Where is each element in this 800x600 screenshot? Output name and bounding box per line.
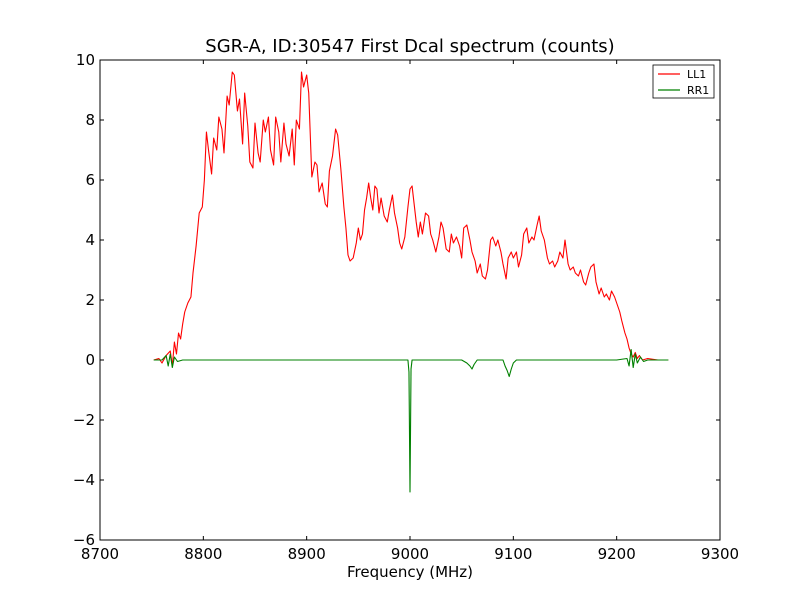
legend: LL1 RR1 — [652, 64, 715, 99]
data-lines — [153, 71, 669, 493]
y-tick-label: −4 — [73, 471, 95, 489]
x-axis-title: Frequency (MHz) — [347, 563, 473, 581]
x-tick-label: 9100 — [494, 545, 532, 563]
x-tick-label: 9200 — [598, 545, 636, 563]
chart-title: SGR-A, ID:30547 First Dcal spectrum (cou… — [205, 36, 614, 57]
x-tick-label: 8800 — [184, 545, 222, 563]
y-tick-label: 0 — [85, 351, 95, 369]
axis-ticks: 8700 8800 8900 9000 9100 9200 9300 −6 −4 −2 0 2 4 6 8 1… — [73, 51, 739, 563]
y-tick-label: 6 — [85, 171, 95, 189]
legend-box — [652, 64, 715, 99]
series-line-rr1 — [153, 348, 669, 493]
legend-ll1-label: LL1 — [687, 68, 706, 81]
x-tick-label: 9300 — [701, 545, 739, 563]
legend-rr1-label: RR1 — [687, 84, 709, 97]
y-tick-label: 2 — [85, 291, 95, 309]
x-tick-label: 9000 — [391, 545, 429, 563]
x-tick-label: 8900 — [288, 545, 326, 563]
y-tick-label: 4 — [85, 231, 95, 249]
y-tick-label: 10 — [76, 51, 95, 69]
y-tick-label: 8 — [85, 111, 95, 129]
y-tick-label: −2 — [73, 411, 95, 429]
x-tick-label: 8700 — [81, 545, 119, 563]
series-line-ll1 — [153, 71, 669, 367]
y-tick-label: −6 — [73, 531, 95, 549]
